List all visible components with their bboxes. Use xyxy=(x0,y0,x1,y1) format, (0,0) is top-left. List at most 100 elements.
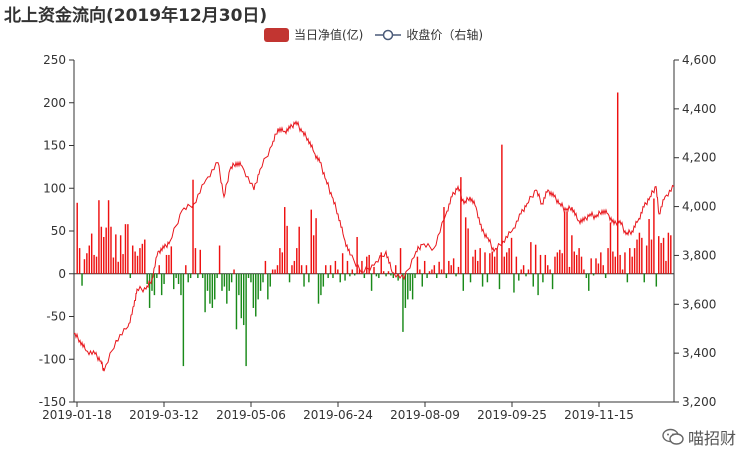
inflow-bar xyxy=(426,273,428,279)
inflow-bar xyxy=(284,207,286,274)
inflow-bar xyxy=(129,273,132,279)
inflow-bar xyxy=(568,266,571,274)
inflow-bar xyxy=(580,256,583,274)
right-tick-label: 3,800 xyxy=(682,248,716,262)
inflow-bar xyxy=(361,260,363,274)
inflow-bar xyxy=(218,245,221,274)
left-tick-label: -100 xyxy=(39,352,66,366)
inflow-bar xyxy=(86,253,88,274)
inflow-bar xyxy=(616,92,619,274)
legend-item-bar[interactable]: 当日净值(亿) xyxy=(264,26,363,43)
right-tick-label: 3,400 xyxy=(682,346,716,360)
legend-bar-swatch xyxy=(264,27,289,42)
inflow-bar xyxy=(298,226,300,274)
inflow-bar xyxy=(450,265,452,274)
inflow-bar xyxy=(363,273,366,279)
inflow-bar xyxy=(636,239,638,274)
inflow-bar xyxy=(88,245,90,274)
inflow-bar xyxy=(255,273,257,317)
inflow-bar xyxy=(271,269,274,274)
legend-line-swatch xyxy=(375,29,402,40)
inflow-bar xyxy=(98,200,100,274)
inflow-bar xyxy=(382,271,385,274)
inflow-bar xyxy=(518,273,520,281)
inflow-bar xyxy=(168,254,170,274)
inflow-bar xyxy=(341,253,344,274)
inflow-bar xyxy=(585,273,588,279)
legend-item-line[interactable]: 收盘价（右轴) xyxy=(375,26,483,43)
inflow-bar xyxy=(481,273,484,287)
inflow-bar xyxy=(409,273,411,291)
inflow-bar xyxy=(641,237,643,274)
inflow-bar xyxy=(329,265,332,274)
inflow-bar xyxy=(554,256,556,274)
wechat-icon xyxy=(662,428,684,445)
close-price-line xyxy=(73,120,675,372)
inflow-bar xyxy=(399,248,402,274)
inflow-bar xyxy=(300,265,303,274)
inflow-bar xyxy=(117,261,119,274)
inflow-bar xyxy=(288,273,291,283)
right-tick-label: 4,000 xyxy=(682,200,716,214)
inflow-bar xyxy=(534,244,537,274)
inflow-bar xyxy=(115,234,117,274)
inflow-bar xyxy=(259,273,262,291)
inflow-bar xyxy=(522,265,525,274)
inflow-bar xyxy=(602,265,604,274)
inflow-bar xyxy=(472,256,474,274)
inflow-bar xyxy=(501,144,503,274)
inflow-bar xyxy=(508,248,510,274)
inflow-bar xyxy=(460,177,462,274)
right-tick-label: 4,600 xyxy=(682,53,716,67)
right-tick-label: 4,200 xyxy=(682,151,716,165)
inflow-bar xyxy=(240,273,243,319)
inflow-bar xyxy=(199,249,201,274)
inflow-bar xyxy=(95,256,98,274)
inflow-bar xyxy=(515,256,518,274)
left-tick-label: -150 xyxy=(39,395,66,409)
inflow-bar xyxy=(100,226,103,274)
inflow-bar xyxy=(228,273,230,291)
inflow-bar xyxy=(489,253,491,274)
inflow-bar xyxy=(206,273,209,291)
inflow-bar xyxy=(631,256,633,274)
inflow-bar xyxy=(110,226,112,274)
inflow-bar xyxy=(474,249,477,274)
inflow-bar xyxy=(351,269,354,274)
inflow-bar xyxy=(103,236,105,274)
inflow-bar xyxy=(158,265,160,274)
inflow-bar xyxy=(274,269,276,274)
inflow-bar xyxy=(402,273,404,332)
inflow-bar xyxy=(226,273,228,304)
line-group xyxy=(73,120,675,372)
inflow-bar xyxy=(496,248,498,274)
inflow-bar xyxy=(281,252,284,274)
inflow-bar xyxy=(192,179,194,274)
inflow-bar xyxy=(455,273,457,277)
inflow-bar xyxy=(626,273,629,283)
inflow-bar xyxy=(513,273,515,293)
inflow-bar xyxy=(173,273,175,290)
inflow-bar xyxy=(390,273,392,276)
left-tick-label: 0 xyxy=(58,267,66,281)
inflow-bar xyxy=(204,273,206,313)
inflow-bar xyxy=(334,260,337,274)
x-tick-label: 2019-01-18 xyxy=(42,408,112,422)
inflow-bar xyxy=(170,246,173,274)
inflow-bar xyxy=(90,233,93,274)
inflow-bar xyxy=(353,273,356,276)
inflow-bar xyxy=(484,252,486,274)
inflow-bar xyxy=(452,258,455,274)
inflow-bar xyxy=(428,271,431,274)
inflow-bar xyxy=(414,273,416,279)
inflow-bar xyxy=(438,261,440,274)
inflow-bar xyxy=(233,269,235,274)
inflow-bar xyxy=(421,273,423,287)
inflow-bar xyxy=(296,248,298,274)
inflow-bar xyxy=(209,273,211,304)
inflow-bar xyxy=(175,273,177,279)
inflow-bar xyxy=(629,248,631,274)
inflow-bar xyxy=(394,265,397,274)
inflow-bar xyxy=(165,254,168,274)
